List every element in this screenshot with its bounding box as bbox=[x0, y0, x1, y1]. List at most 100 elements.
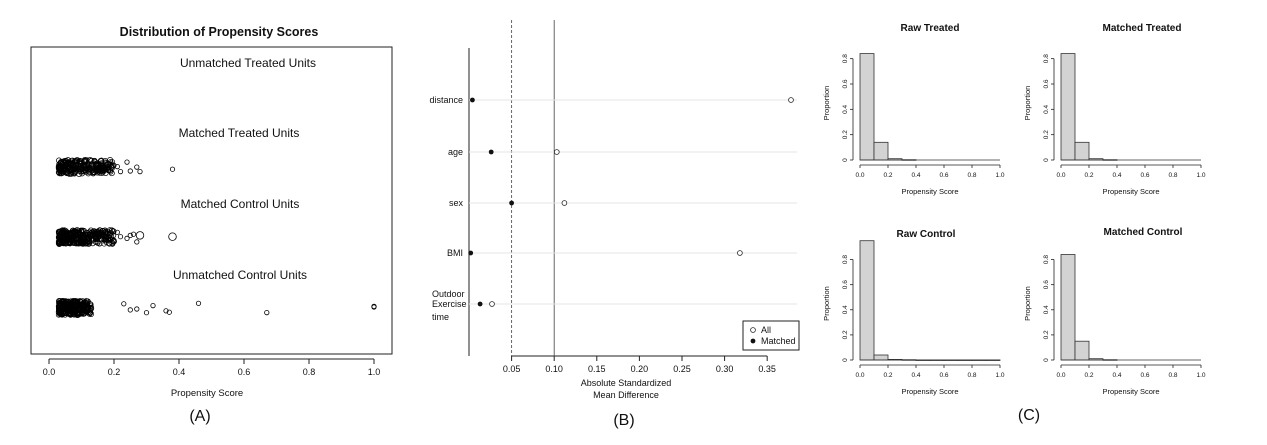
panel-b-category-label: sex bbox=[449, 198, 464, 208]
panel-b-category-label: Exercise bbox=[432, 299, 467, 309]
panel-c-y-tick-label: 0.4 bbox=[1043, 104, 1050, 113]
panel-a-point bbox=[110, 228, 117, 235]
panel-a-point bbox=[63, 161, 70, 168]
panel-a-point bbox=[124, 235, 130, 241]
legend-matched-label: Matched bbox=[761, 336, 796, 346]
panel-c-x-tick-label: 0.6 bbox=[939, 372, 948, 379]
panel-a-point bbox=[92, 159, 98, 166]
panel-a-point bbox=[56, 240, 63, 246]
panel-a-point bbox=[71, 233, 77, 240]
panel-c-y-tick-label: 0.2 bbox=[842, 330, 849, 339]
panel-b-x-tick-label: 0.05 bbox=[503, 364, 521, 374]
panel-b-point-all bbox=[489, 301, 495, 307]
panel-a-point bbox=[134, 239, 140, 245]
panel-a-point bbox=[57, 166, 64, 173]
panel-a-group-label: Matched Treated Units bbox=[179, 126, 300, 140]
panel-c-x-tick-label: 0.4 bbox=[911, 372, 920, 379]
panel-a-point bbox=[169, 166, 176, 172]
panel-a-point bbox=[59, 239, 66, 246]
panel-b-point-all bbox=[561, 200, 568, 206]
panel-c-x-tick-label: 0.6 bbox=[1140, 172, 1149, 179]
panel-a-point bbox=[80, 162, 87, 169]
panel-a-point bbox=[168, 232, 177, 241]
panel-a-title: Distribution of Propensity Scores bbox=[120, 25, 319, 39]
panel-c-bar bbox=[1060, 53, 1076, 161]
panel-a-point bbox=[60, 162, 67, 168]
panel-a-point bbox=[163, 308, 169, 314]
panel-a-point bbox=[86, 310, 93, 317]
panel-a-point bbox=[59, 227, 66, 234]
panel-a-point bbox=[88, 227, 94, 234]
panel-c-xlabel: Propensity Score bbox=[1102, 387, 1159, 396]
panel-b-category-label: Outdoor bbox=[432, 289, 465, 299]
panel-b-category-label: age bbox=[448, 147, 463, 157]
panel-c-x-tick-label: 0.2 bbox=[883, 372, 892, 379]
legend-all-label: All bbox=[761, 325, 771, 335]
panel-a-point bbox=[96, 240, 103, 247]
panel-c-bar bbox=[1074, 141, 1090, 161]
panel-a-point bbox=[96, 230, 103, 237]
panel-b-category-label: time bbox=[432, 312, 449, 322]
panel-b-x-tick-label: 0.10 bbox=[545, 364, 563, 374]
panel-a-point bbox=[79, 170, 86, 177]
panel-c-x-tick-label: 0.8 bbox=[967, 172, 976, 179]
panel-a-point bbox=[62, 309, 69, 316]
panel-a-point bbox=[73, 157, 80, 164]
panel-c-y-tick-label: 0.4 bbox=[842, 104, 849, 113]
panel-c-bar bbox=[1060, 254, 1076, 361]
panel-c-x-tick-label: 0.4 bbox=[1112, 172, 1121, 179]
panel-a-point bbox=[124, 159, 130, 165]
panel-c-label: (C) bbox=[1018, 407, 1040, 424]
panel-c-ylabel: Proportion bbox=[1023, 286, 1032, 321]
panel-b-label: (B) bbox=[613, 412, 634, 429]
panel-a-point bbox=[70, 231, 77, 238]
panel-c-xlabel: Propensity Score bbox=[1102, 187, 1159, 196]
panel-a-point bbox=[117, 234, 124, 240]
panel-a-point bbox=[100, 168, 107, 175]
panel-a: Distribution of Propensity Scores Propen… bbox=[30, 25, 393, 425]
panel-a-point bbox=[195, 300, 202, 306]
panel-c-y-tick-label: 0.6 bbox=[842, 79, 849, 88]
panel-a-point bbox=[60, 308, 67, 315]
panel-a-point bbox=[79, 229, 86, 236]
panel-c-x-tick-label: 0.4 bbox=[1112, 372, 1121, 379]
panel-a-point bbox=[62, 298, 69, 305]
panel-a-point bbox=[106, 227, 113, 234]
panel-a-point bbox=[77, 158, 84, 165]
panel-c-ylabel: Proportion bbox=[822, 86, 831, 121]
panel-a-point bbox=[77, 161, 84, 168]
panel-a-group-label: Matched Control Units bbox=[181, 197, 300, 211]
panel-a-point bbox=[61, 235, 68, 242]
legend-all-marker bbox=[750, 327, 756, 333]
panel-a-point bbox=[59, 307, 66, 314]
panel-a-point bbox=[78, 228, 85, 235]
panel-c-y-tick-label: 0 bbox=[842, 358, 849, 362]
panel-c-bar bbox=[873, 354, 889, 361]
panel-b-category-label: BMI bbox=[447, 248, 463, 258]
panel-a-point bbox=[109, 159, 116, 166]
panel-a-point bbox=[98, 164, 104, 170]
panel-a-point bbox=[90, 170, 97, 177]
panel-b-point-matched bbox=[470, 97, 475, 103]
panel-a-point bbox=[73, 311, 80, 318]
panel-c-y-tick-label: 0.2 bbox=[1043, 130, 1050, 139]
legend-box bbox=[742, 320, 800, 351]
panel-c-x-tick-label: 0.0 bbox=[855, 172, 864, 179]
panel-a-point bbox=[102, 227, 108, 234]
panel-c-x-tick-label: 1.0 bbox=[1196, 372, 1205, 379]
panel-c-bar bbox=[1074, 340, 1090, 361]
panel-a-point bbox=[264, 309, 270, 316]
panel-c-y-tick-label: 0.8 bbox=[842, 54, 849, 63]
panel-a-x-tick-label: 0.2 bbox=[108, 367, 121, 377]
panel-a-point bbox=[89, 240, 96, 247]
panel-c-x-tick-label: 0.8 bbox=[1168, 172, 1177, 179]
panel-a-point bbox=[69, 227, 76, 234]
panel-a-point bbox=[134, 164, 140, 170]
panel-c-y-tick-label: 0.2 bbox=[842, 130, 849, 139]
panel-a-point bbox=[81, 157, 88, 163]
panel-a-point bbox=[134, 306, 140, 312]
panel-a-point bbox=[166, 309, 172, 315]
panel-c-x-tick-label: 0.2 bbox=[1084, 372, 1093, 379]
panel-a-point bbox=[81, 304, 88, 311]
panel-b-point-matched bbox=[488, 149, 494, 155]
